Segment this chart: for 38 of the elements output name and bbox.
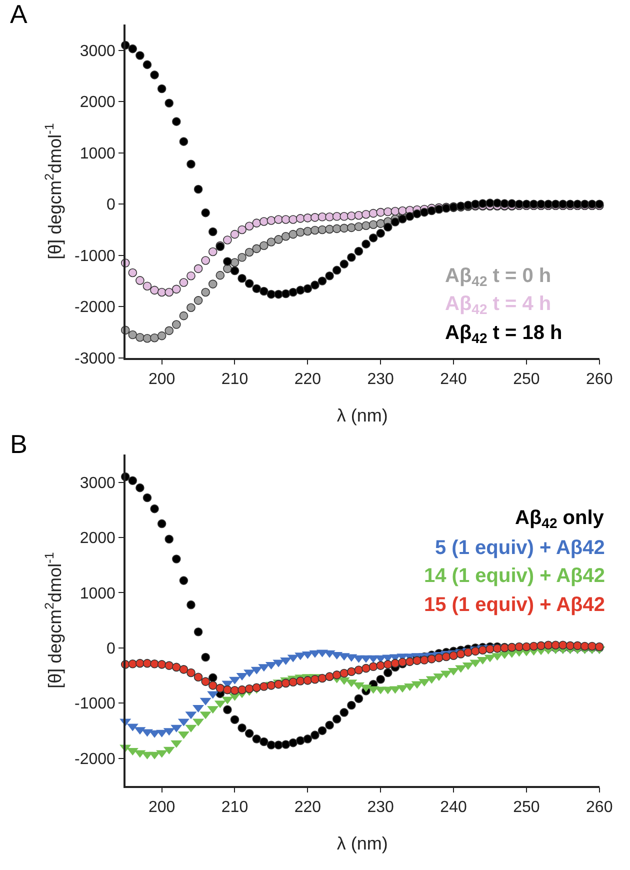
x-tick-label: 260 <box>586 798 613 816</box>
y-tick-label: 1000 <box>80 585 116 602</box>
chart-title: B <box>10 429 28 459</box>
x-tick-label: 230 <box>367 798 394 816</box>
y-tick-label: -1000 <box>74 248 116 265</box>
x-tick-label: 260 <box>586 370 613 388</box>
x-tick-label: 210 <box>221 370 248 388</box>
x-tick-label: 250 <box>513 370 540 388</box>
text: Aβ$_{42}$ only <box>515 507 605 532</box>
x-axis-title: λ (nm) <box>336 405 388 426</box>
y-tick-label: -1000 <box>74 696 116 713</box>
y-tick-label: 2000 <box>80 530 116 548</box>
x-tick-label: 210 <box>221 798 248 816</box>
series-label: 15 (1 equiv) + Aβ42 <box>424 594 605 616</box>
x-tick-label: 200 <box>148 370 176 388</box>
text: Aβ$_{42}$ t = 4 h <box>445 293 552 318</box>
y-tick-label: -2000 <box>74 750 116 768</box>
x-tick-label: 230 <box>367 370 394 388</box>
x-tick-label: 200 <box>148 798 176 816</box>
x-tick-label: 250 <box>513 798 540 816</box>
text: Aβ$_{42}$ t = 18 h <box>445 322 562 346</box>
y-tick-label: 2000 <box>80 94 116 112</box>
y-tick-label: 0 <box>106 196 116 214</box>
y-tick-label: 3000 <box>80 42 116 60</box>
text: Aβ$_{42}$ t = 0 h <box>445 265 552 290</box>
y-tick-label: 3000 <box>80 474 116 492</box>
y-tick-label: -2000 <box>74 299 116 316</box>
x-tick-label: 220 <box>294 370 322 388</box>
y-tick-label: 1000 <box>80 145 116 162</box>
x-tick-label: 240 <box>440 798 467 816</box>
x-axis-title: λ (nm) <box>336 833 388 854</box>
chart-title: A <box>10 0 28 29</box>
text: 14 (1 equiv) + Aβ42 <box>424 565 605 587</box>
x-tick-label: 220 <box>294 798 322 816</box>
text: 5 (1 equiv) + Aβ42 <box>435 537 605 559</box>
x-tick-label: 240 <box>440 370 467 388</box>
y-tick-label: 0 <box>106 640 116 658</box>
y-tick-label: -3000 <box>74 350 116 368</box>
